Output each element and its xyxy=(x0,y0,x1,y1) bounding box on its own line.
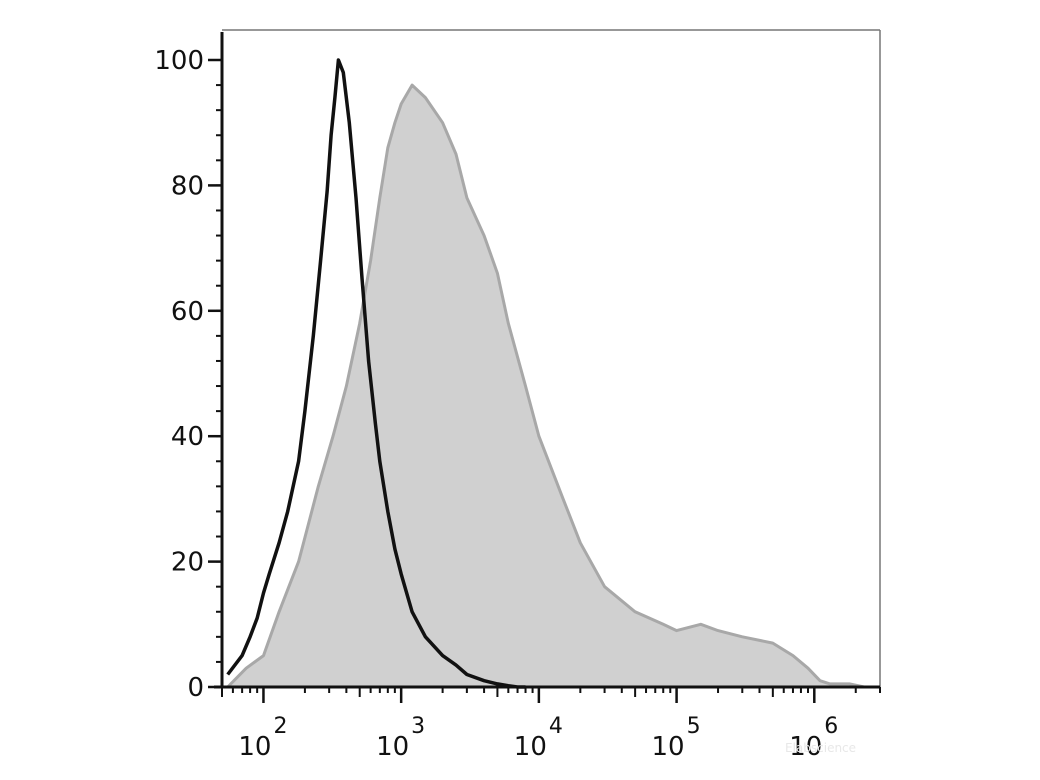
x-tick-label-base: 10 xyxy=(651,732,684,762)
series-0-area xyxy=(227,85,865,688)
x-tick-label-base: 10 xyxy=(376,732,409,762)
x-tick-label-exponent: 4 xyxy=(549,714,563,739)
x-tick-label-base: 10 xyxy=(789,732,822,762)
series-layer xyxy=(226,58,865,689)
y-tick-label: 100 xyxy=(154,46,204,76)
y-tick-label: 20 xyxy=(171,548,204,578)
frame-layer xyxy=(222,29,881,687)
x-tick-label-exponent: 3 xyxy=(411,714,425,739)
x-tick-label-base: 10 xyxy=(514,732,547,762)
x-tick-label-exponent: 5 xyxy=(687,714,701,739)
y-tick-label: 40 xyxy=(171,422,204,452)
y-tick-label: 80 xyxy=(171,171,204,201)
series-1-line xyxy=(226,58,526,689)
x-tick-label-base: 10 xyxy=(238,732,271,762)
series-0-outline xyxy=(226,83,865,689)
y-tick-label: 60 xyxy=(171,297,204,327)
watermark: Elabscience xyxy=(785,741,856,755)
x-tick-label-exponent: 6 xyxy=(824,714,838,739)
x-tick-label-exponent: 2 xyxy=(273,714,287,739)
y-tick-label: 0 xyxy=(187,673,204,703)
